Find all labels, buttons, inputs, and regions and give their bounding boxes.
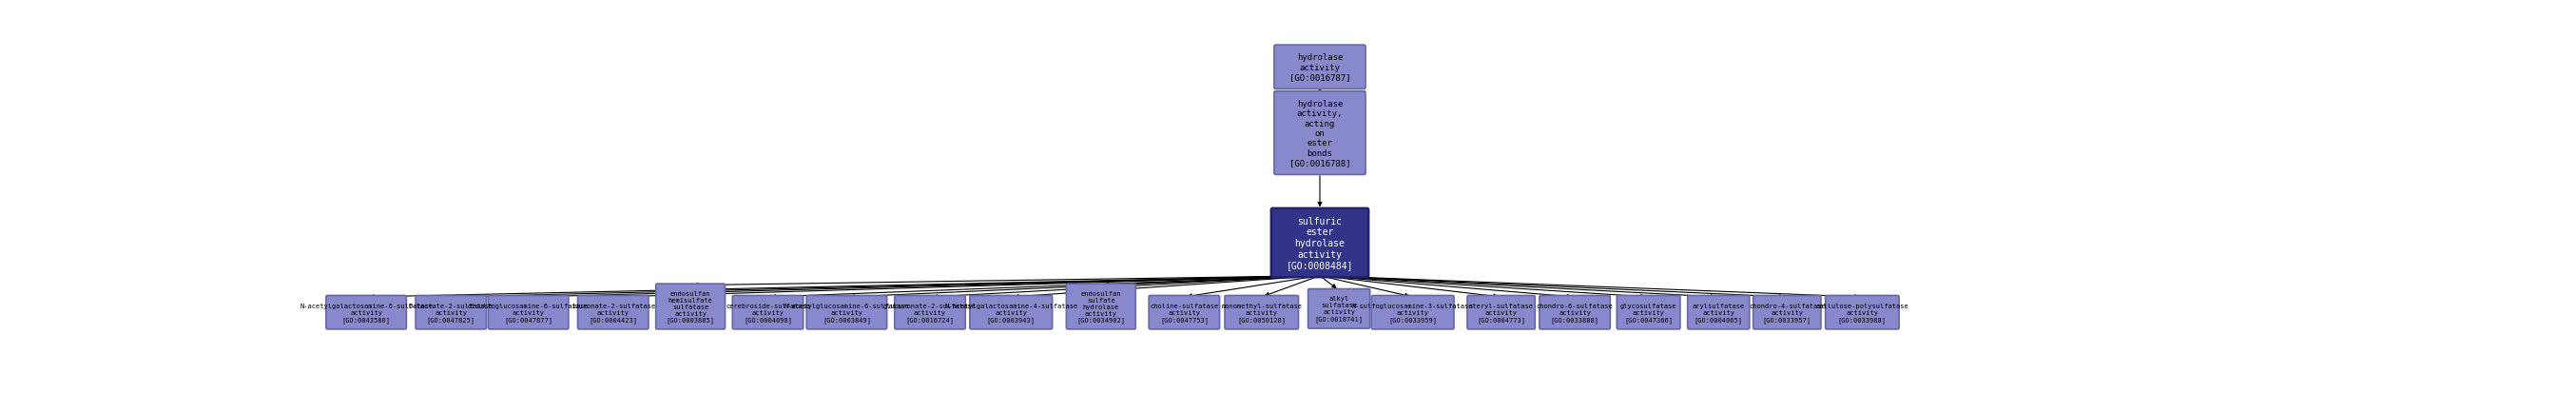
Text: monomethyl-sulfatase
activity
[GO:0050128]: monomethyl-sulfatase activity [GO:005012… [1221, 303, 1301, 322]
Text: arylsulfatase
activity
[GO:0004065]: arylsulfatase activity [GO:0004065] [1692, 303, 1744, 322]
Text: D-lactate-2-sulfatase
activity
[GO:0047825]: D-lactate-2-sulfatase activity [GO:00478… [410, 303, 495, 322]
Text: cellulose-polysulfatase
activity
[GO:0033988]: cellulose-polysulfatase activity [GO:003… [1816, 303, 1909, 322]
Text: cerebroside-sulfatase
activity
[GO:0004098]: cerebroside-sulfatase activity [GO:00040… [726, 303, 811, 322]
FancyBboxPatch shape [1370, 296, 1453, 329]
Text: iduronate-2-sulfatase
activity
[GO:0004423]: iduronate-2-sulfatase activity [GO:00044… [572, 303, 654, 322]
FancyBboxPatch shape [1540, 296, 1610, 329]
FancyBboxPatch shape [1309, 289, 1370, 329]
Text: steryl-sulfatase
activity
[GO:0004773]: steryl-sulfatase activity [GO:0004773] [1468, 303, 1533, 322]
Text: choline-sulfatase
activity
[GO:0047753]: choline-sulfatase activity [GO:0047753] [1149, 303, 1218, 322]
Text: N-sulfoglucosamine-3-sulfatase
activity
[GO:0033959]: N-sulfoglucosamine-3-sulfatase activity … [1352, 303, 1473, 322]
Text: endosulfan
sulfate
hydrolase
activity
[GO:0034902]: endosulfan sulfate hydrolase activity [G… [1077, 290, 1126, 323]
FancyBboxPatch shape [1275, 92, 1365, 175]
FancyBboxPatch shape [806, 296, 886, 329]
FancyBboxPatch shape [1275, 46, 1365, 90]
Text: disulfoglucosamine-6-sulfatase
activity
[GO:0047877]: disulfoglucosamine-6-sulfatase activity … [469, 303, 590, 322]
FancyBboxPatch shape [1687, 296, 1749, 329]
FancyBboxPatch shape [969, 296, 1054, 329]
Text: hydrolase
activity,
acting
on
ester
bonds
[GO:0016788]: hydrolase activity, acting on ester bond… [1288, 99, 1350, 167]
FancyBboxPatch shape [1468, 296, 1535, 329]
FancyBboxPatch shape [1754, 296, 1821, 329]
FancyBboxPatch shape [577, 296, 649, 329]
FancyBboxPatch shape [657, 284, 724, 329]
FancyBboxPatch shape [1149, 296, 1218, 329]
FancyBboxPatch shape [327, 296, 407, 329]
Text: endosulfan
hemisulfate
sulfatase
activity
[GO:0003885]: endosulfan hemisulfate sulfatase activit… [667, 290, 714, 323]
FancyBboxPatch shape [1826, 296, 1899, 329]
FancyBboxPatch shape [1270, 209, 1368, 277]
FancyBboxPatch shape [1066, 284, 1136, 329]
Text: N-acetylglucosamine-6-sulfatase
activity
[GO:0003849]: N-acetylglucosamine-6-sulfatase activity… [783, 303, 909, 322]
Text: chondro-4-sulfatase
activity
[GO:0033957]: chondro-4-sulfatase activity [GO:0033957… [1749, 303, 1826, 322]
Text: glycosulfatase
activity
[GO:0047366]: glycosulfatase activity [GO:0047366] [1620, 303, 1677, 322]
FancyBboxPatch shape [894, 296, 966, 329]
Text: alkyl
sulfatase
activity
[GO:0018741]: alkyl sulfatase activity [GO:0018741] [1314, 296, 1363, 322]
FancyBboxPatch shape [732, 296, 804, 329]
Text: hydrolase
activity
[GO:0016787]: hydrolase activity [GO:0016787] [1288, 53, 1350, 82]
FancyBboxPatch shape [1618, 296, 1680, 329]
Text: glucuronate-2-sulfatase
activity
[GO:0016724]: glucuronate-2-sulfatase activity [GO:001… [884, 303, 976, 322]
FancyBboxPatch shape [415, 296, 487, 329]
FancyBboxPatch shape [489, 296, 569, 329]
Text: chondro-6-sulfatase
activity
[GO:0033888]: chondro-6-sulfatase activity [GO:0033888… [1535, 303, 1613, 322]
Text: N-acetylgalactosamine-6-sulfatase
activity
[GO:0043580]: N-acetylgalactosamine-6-sulfatase activi… [299, 303, 433, 322]
FancyBboxPatch shape [1224, 296, 1298, 329]
Text: sulfuric
ester
hydrolase
activity
[GO:0008484]: sulfuric ester hydrolase activity [GO:00… [1285, 216, 1352, 270]
Text: N-acetylgalactosamine-4-sulfatase
activity
[GO:0003943]: N-acetylgalactosamine-4-sulfatase activi… [945, 303, 1077, 322]
